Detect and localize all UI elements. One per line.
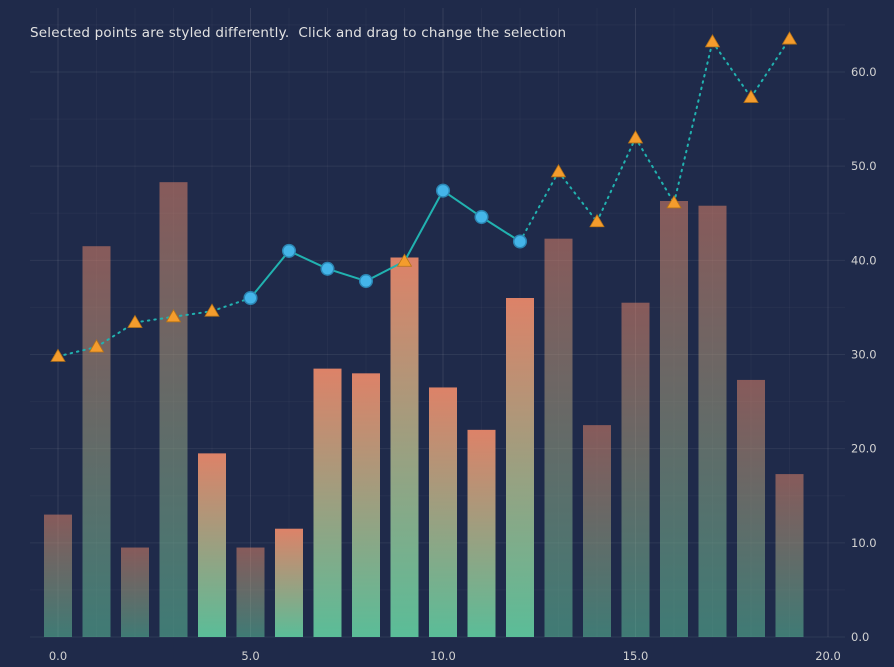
selected-point-circle-marker[interactable] — [435, 183, 451, 198]
line-segment-dotted — [57, 345, 98, 358]
bar[interactable] — [352, 373, 380, 637]
line-segment-dotted — [172, 310, 213, 318]
y-tick-label: 0.0 — [851, 630, 869, 644]
line-segment-solid — [480, 216, 521, 243]
x-tick-label: 20.0 — [815, 649, 841, 663]
line-segment-dotted — [519, 170, 560, 243]
bar[interactable] — [775, 474, 804, 637]
line-segment-dotted — [673, 40, 714, 204]
bar[interactable] — [44, 514, 72, 637]
line-segment-dotted — [596, 136, 637, 223]
selected-point-circle-marker[interactable] — [243, 290, 258, 306]
bar[interactable] — [390, 257, 419, 637]
selected-point-circle-marker[interactable] — [474, 209, 489, 225]
line-segment-dotted — [134, 315, 175, 324]
y-tick-label: 50.0 — [851, 159, 877, 173]
unselected-point-triangle-marker[interactable] — [204, 303, 220, 317]
x-tick-label: 10.0 — [430, 649, 456, 663]
selected-point-circle-marker[interactable] — [512, 234, 528, 249]
x-tick-label: 15.0 — [623, 649, 649, 663]
x-tick-label: 0.0 — [49, 649, 67, 663]
line-segment-solid — [249, 250, 290, 299]
bar[interactable] — [82, 246, 111, 638]
line-segment-solid — [442, 189, 483, 218]
bar[interactable] — [236, 547, 265, 637]
line-segment-dotted — [750, 38, 791, 99]
line-segment-dotted — [634, 136, 675, 204]
unselected-point-triangle-marker[interactable] — [165, 309, 182, 323]
selected-point-circle-marker[interactable] — [320, 261, 335, 276]
axis-labels: 0.0 5.0 10.0 15.0 20.0 0.0 10.0 20.0 30.0 40.0 50.… — [49, 65, 877, 663]
unselected-point-triangle-marker[interactable] — [550, 164, 567, 178]
bar[interactable] — [313, 368, 342, 637]
bar[interactable] — [121, 547, 149, 637]
unselected-point-triangle-marker[interactable] — [50, 348, 66, 362]
bar[interactable] — [198, 453, 226, 637]
unselected-point-triangle-marker[interactable] — [704, 34, 721, 48]
bar-series — [44, 182, 804, 638]
bar[interactable] — [429, 387, 457, 637]
y-tick-label: 40.0 — [851, 253, 877, 267]
bar[interactable] — [159, 182, 188, 638]
bar[interactable] — [467, 429, 496, 637]
y-tick-label: 10.0 — [851, 536, 877, 550]
unselected-point-triangle-marker[interactable] — [127, 314, 143, 328]
y-tick-label: 60.0 — [851, 65, 877, 79]
bar[interactable] — [506, 298, 534, 637]
y-tick-label: 20.0 — [851, 442, 877, 456]
selected-point-circle-marker[interactable] — [281, 243, 297, 258]
bar[interactable] — [621, 302, 650, 637]
unselected-point-triangle-marker[interactable] — [743, 89, 759, 103]
bar[interactable] — [544, 238, 573, 638]
unselected-point-triangle-marker[interactable] — [396, 253, 413, 267]
bar[interactable] — [660, 201, 688, 637]
unselected-point-triangle-marker[interactable] — [589, 213, 605, 228]
markers — [50, 31, 798, 362]
chart-title: Selected points are styled differently. … — [30, 25, 567, 41]
unselected-point-triangle-marker[interactable] — [781, 31, 798, 45]
line-segment-dotted — [557, 170, 598, 223]
unselected-point-triangle-marker[interactable] — [666, 195, 682, 209]
bar[interactable] — [737, 379, 765, 637]
unselected-point-triangle-marker[interactable] — [88, 339, 105, 353]
unselected-point-triangle-marker[interactable] — [627, 130, 644, 144]
selected-point-circle-marker[interactable] — [358, 274, 374, 289]
line-segment-dotted — [711, 40, 752, 99]
bar[interactable] — [698, 205, 727, 637]
x-tick-label: 5.0 — [241, 649, 259, 663]
line-segment-solid — [288, 250, 328, 270]
y-tick-label: 30.0 — [851, 348, 877, 362]
line-segment-solid — [403, 190, 444, 262]
bar[interactable] — [275, 528, 303, 637]
bar[interactable] — [583, 425, 611, 637]
